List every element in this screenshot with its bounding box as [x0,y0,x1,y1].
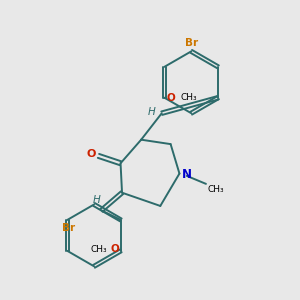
Text: CH₃: CH₃ [90,245,107,254]
Text: CH₃: CH₃ [207,185,224,194]
Text: N: N [182,168,192,181]
Text: CH₃: CH₃ [180,93,197,102]
Text: O: O [167,93,176,103]
Text: H: H [93,195,101,205]
Text: O: O [87,149,96,159]
Text: Br: Br [185,38,198,48]
Text: H: H [148,107,155,117]
Text: O: O [111,244,119,254]
Text: Br: Br [62,224,75,233]
